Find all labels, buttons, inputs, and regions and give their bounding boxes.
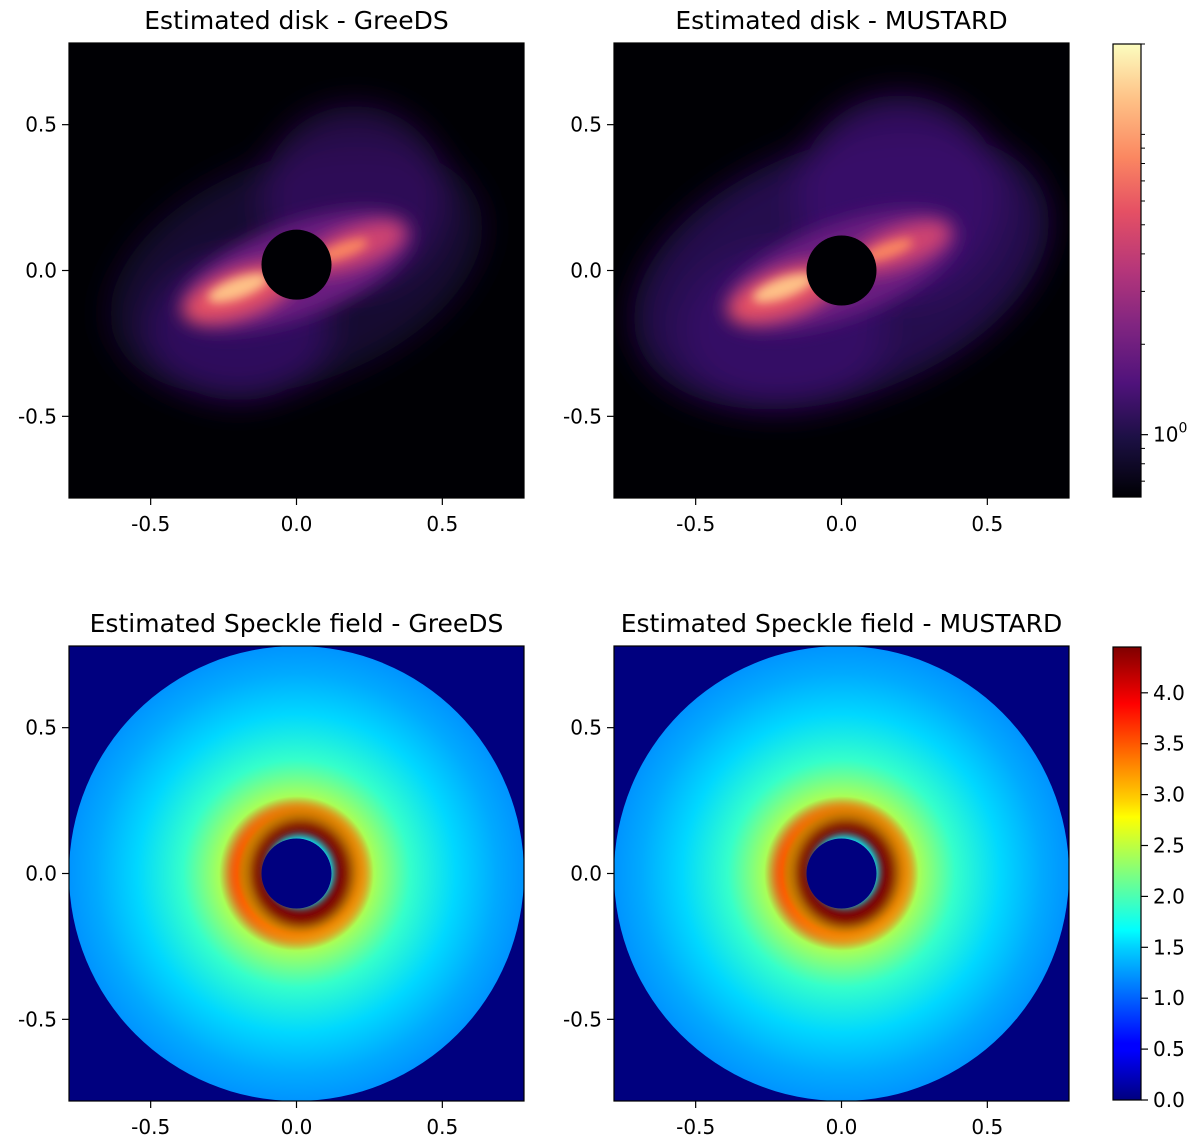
heatmap-image	[614, 43, 1069, 498]
x-tick-label: -0.5	[676, 512, 715, 536]
x-tick-label: 0.0	[281, 1115, 313, 1139]
colorbar-tick-label: 2.5	[1153, 834, 1185, 858]
y-tick-label: 0.5	[570, 113, 602, 137]
x-tick-label: -0.5	[131, 1115, 170, 1139]
colorbar-magma: 100	[1112, 43, 1187, 498]
x-tick-label: 0.5	[971, 1115, 1003, 1139]
x-tick-label: 0.5	[426, 512, 458, 536]
panel-disk-greeds: Estimated disk - GreeDS -0.5 0.0 0.5 0.5 0.0 -…	[18, 6, 525, 536]
coronagraph-mask	[806, 235, 877, 306]
coronagraph-mask	[261, 229, 332, 300]
colorbar-tick-label: 1.5	[1153, 935, 1185, 959]
panel-title: Estimated disk - GreeDS	[144, 6, 448, 35]
heatmap-image	[614, 646, 1069, 1101]
panel-title: Estimated Speckle field - MUSTARD	[621, 609, 1063, 638]
colorbar-jet-gradient	[1112, 646, 1142, 1101]
colorbar-tick-label: 100	[1153, 421, 1187, 447]
y-tick-label: 0.5	[25, 113, 57, 137]
inner-mask	[806, 838, 877, 909]
colorbar-tick-label: 0.5	[1153, 1037, 1185, 1061]
y-tick-label: -0.5	[18, 1007, 57, 1031]
colorbar-magma-gradient	[1112, 43, 1142, 498]
x-tick-label: 0.5	[971, 512, 1003, 536]
x-tick-label: -0.5	[131, 512, 170, 536]
panel-disk-mustard: Estimated disk - MUSTARD -0.5 0.0 0.5 0.5 0.0…	[563, 6, 1070, 536]
inner-mask	[261, 838, 332, 909]
panel-title: Estimated disk - MUSTARD	[675, 6, 1007, 35]
colorbar-jet: 0.0 0.5 1.0 1.5 2.0 2.5 3.0 3.5 4.0	[1112, 646, 1185, 1112]
colorbar-tick-label: 4.0	[1153, 681, 1185, 705]
colorbar-tick-label: 2.0	[1153, 884, 1185, 908]
x-tick-label: -0.5	[676, 1115, 715, 1139]
x-tick-label: 0.0	[281, 512, 313, 536]
y-tick-label: 0.0	[570, 259, 602, 283]
colorbar-tick-label: 3.5	[1153, 732, 1185, 756]
colorbar-tick-label: 3.0	[1153, 783, 1185, 807]
x-tick-label: 0.0	[826, 1115, 858, 1139]
panel-speckle-mustard: Estimated Speckle field - MUSTARD -0.5 0.0…	[563, 609, 1070, 1139]
x-tick-label: 0.0	[826, 512, 858, 536]
y-tick-label: 0.0	[25, 862, 57, 886]
y-tick-label: 0.0	[570, 862, 602, 886]
y-tick-label: 0.0	[25, 259, 57, 283]
y-tick-label: -0.5	[563, 1007, 602, 1031]
heatmap-image	[69, 646, 524, 1101]
panel-speckle-greeds: Estimated Speckle field - GreeDS -0.5 0.0 0…	[18, 609, 525, 1139]
y-tick-label: 0.5	[25, 716, 57, 740]
y-tick-label: 0.5	[570, 716, 602, 740]
heatmap-image	[69, 43, 524, 498]
colorbar-tick-label: 0.0	[1153, 1088, 1185, 1112]
colorbar-tick-label: 1.0	[1153, 986, 1185, 1010]
x-tick-label: 0.5	[426, 1115, 458, 1139]
y-tick-label: -0.5	[563, 404, 602, 428]
panel-title: Estimated Speckle field - GreeDS	[90, 609, 504, 638]
y-tick-label: -0.5	[18, 404, 57, 428]
